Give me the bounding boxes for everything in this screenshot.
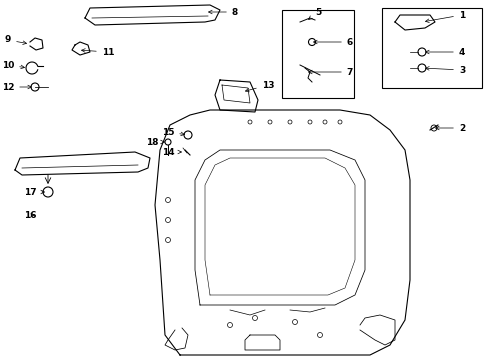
Text: 12: 12 [2, 82, 31, 91]
Text: 5: 5 [309, 8, 321, 19]
Text: 13: 13 [245, 81, 274, 92]
Text: 2: 2 [436, 123, 465, 132]
Text: 9: 9 [5, 36, 26, 45]
Text: 18: 18 [146, 138, 164, 147]
Text: 8: 8 [209, 8, 238, 17]
Text: 6: 6 [314, 37, 353, 46]
Text: 14: 14 [162, 148, 181, 157]
Text: 1: 1 [425, 10, 465, 23]
Bar [382, 8, 482, 88]
Text: 4: 4 [425, 48, 465, 57]
Text: 10: 10 [2, 60, 24, 69]
Text: 16: 16 [24, 211, 36, 220]
Bar [282, 10, 354, 98]
Text: 15: 15 [162, 127, 185, 136]
Text: 7: 7 [309, 68, 353, 77]
Text: 11: 11 [81, 48, 114, 57]
Text: 3: 3 [425, 66, 465, 75]
Text: 17: 17 [24, 188, 45, 197]
